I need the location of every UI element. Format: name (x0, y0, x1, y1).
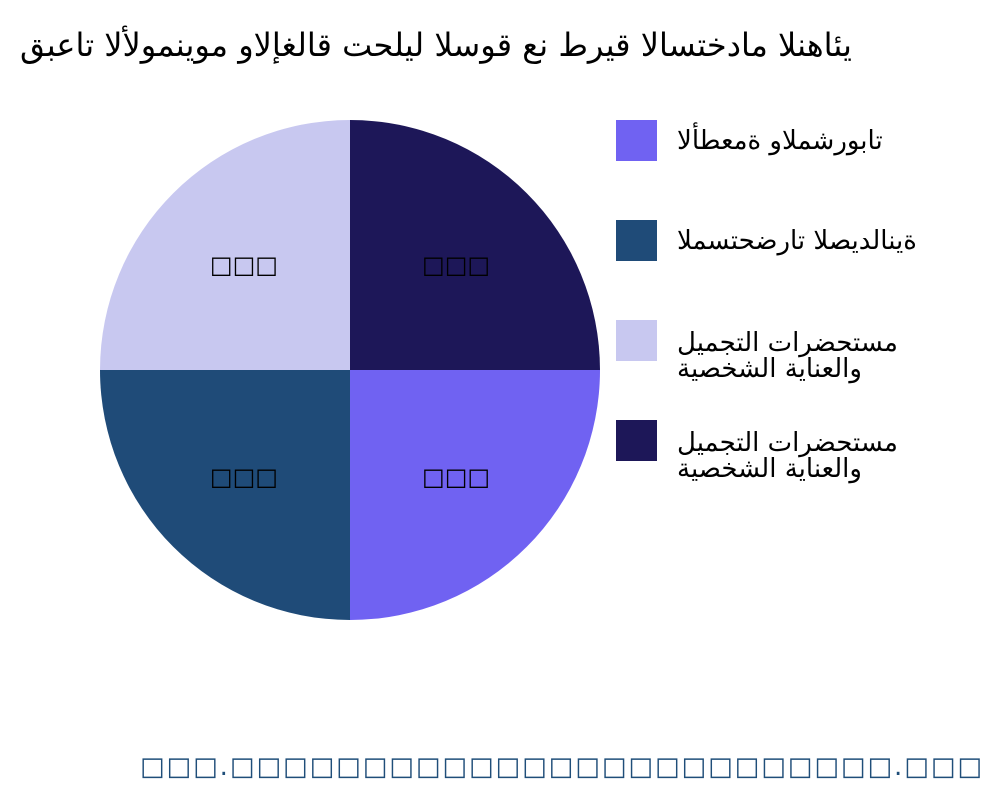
legend-swatch-1 (616, 120, 657, 161)
legend-label-3-line2: والعناية الشخصية (677, 354, 862, 384)
legend-label-1: الأطعمة والمشروبات (677, 128, 883, 154)
legend-swatch-4 (616, 420, 657, 461)
legend-label-1-line1: الأطعمة والمشروبات (677, 126, 883, 156)
footer-url: □□□.□□□□□□□□□□□□□□□□□□□□□□□□□.□□□ (139, 752, 984, 782)
legend-label-3: مستحضرات التجميل والعناية الشخصية (677, 330, 898, 382)
pie-slice-1 (350, 370, 600, 620)
legend-swatch-3 (616, 320, 657, 361)
pie-slice-4 (350, 120, 600, 370)
pie-slice-label-4: □□□ (422, 251, 490, 279)
legend-label-2-line1: المستحضرات الصيدلانية (677, 226, 917, 256)
legend-label-3-line1: مستحضرات التجميل (677, 328, 898, 358)
pie-slice-label-1: □□□ (422, 463, 490, 491)
legend-label-4-line1: مستحضرات التجميل (677, 428, 898, 458)
pie-slice-2 (100, 370, 350, 620)
legend-label-4: مستحضرات التجميل والعناية الشخصية (677, 430, 898, 482)
legend-label-4-line2: والعناية الشخصية (677, 454, 862, 484)
legend-swatch-2 (616, 220, 657, 261)
pie-slice-label-3: □□□ (210, 251, 278, 279)
chart-title: قبعات الألومنيوم والإغلاق تحليل السوق عن… (20, 26, 852, 64)
legend-label-2: المستحضرات الصيدلانية (677, 228, 917, 254)
pie-slice-3 (100, 120, 350, 370)
pie-slice-label-2: □□□ (210, 463, 278, 491)
